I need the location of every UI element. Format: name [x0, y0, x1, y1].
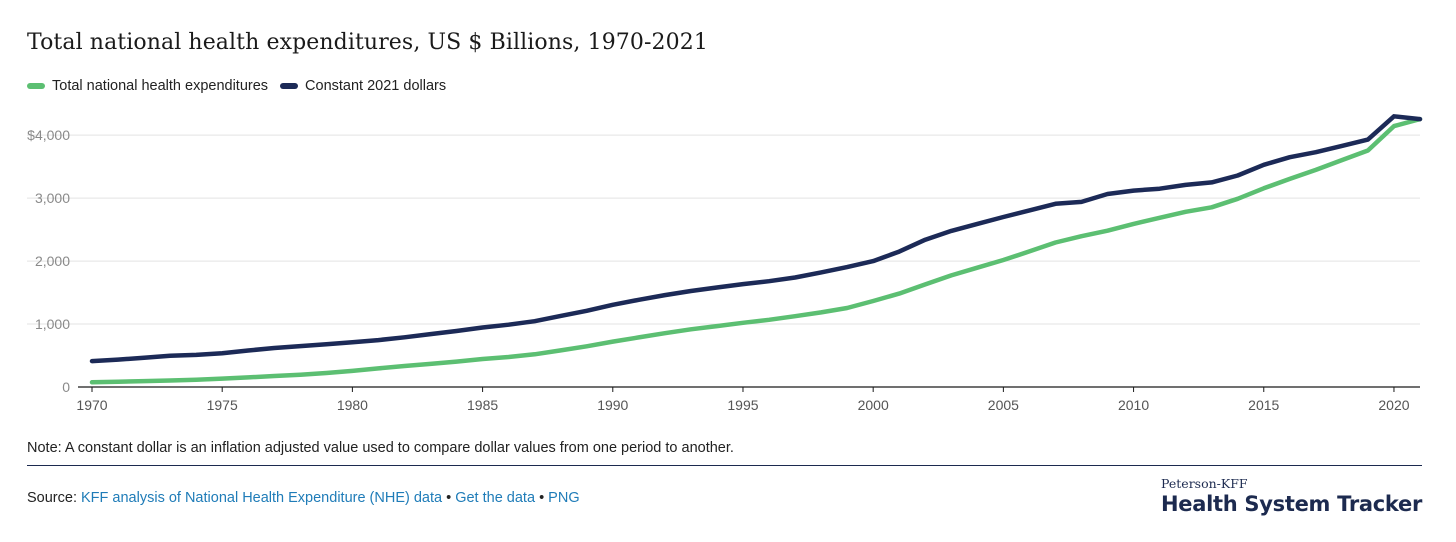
- x-tick-label: 2020: [1378, 397, 1409, 413]
- y-tick-label: $4,000: [27, 127, 70, 143]
- series-line-total: [89, 116, 1423, 385]
- x-tick-label: 1975: [207, 397, 238, 413]
- png-link[interactable]: PNG: [548, 490, 580, 506]
- y-tick-label: 3,000: [35, 190, 70, 206]
- legend-item-total[interactable]: Total national health expenditures: [27, 78, 268, 94]
- brand-top-text: Peterson-KFF: [1161, 476, 1248, 491]
- source-line: Source: KFF analysis of National Health …: [27, 490, 580, 506]
- series-line-constant: [89, 114, 1423, 364]
- x-tick-label: 1985: [467, 397, 498, 413]
- brand-main-text: Health System Tracker: [1161, 492, 1422, 516]
- brand-logo: Peterson-KFF Health System Tracker: [1161, 476, 1422, 516]
- x-tick-label: 2015: [1248, 397, 1279, 413]
- legend-item-constant[interactable]: Constant 2021 dollars: [280, 78, 446, 94]
- source-separator: •: [446, 490, 452, 506]
- line-chart: 0 1,000 2,000 3,000 $4,000 1970 1975 1980 1985 19…: [27, 114, 1423, 413]
- x-tick-label: 2005: [988, 397, 1019, 413]
- legend-label-constant: Constant 2021 dollars: [305, 78, 447, 94]
- chart-note: Note: A constant dollar is an inflation …: [27, 440, 734, 456]
- y-tick-label: 1,000: [35, 316, 70, 332]
- nhe-data-link[interactable]: KFF analysis of National Health Expendit…: [81, 490, 443, 506]
- chart-legend: Total national health expenditures Const…: [27, 78, 458, 94]
- y-tick-label: 0: [62, 379, 70, 395]
- chart-title: Total national health expenditures, US $…: [27, 30, 708, 55]
- legend-swatch-constant: [280, 83, 299, 89]
- x-tick-label: 1970: [76, 397, 107, 413]
- x-tick-label: 1980: [337, 397, 368, 413]
- legend-label-total: Total national health expenditures: [52, 78, 269, 94]
- get-the-data-link[interactable]: Get the data: [455, 490, 536, 506]
- x-tick-label: 2010: [1118, 397, 1149, 413]
- legend-swatch-total: [27, 83, 45, 89]
- source-label: Source:: [27, 490, 77, 506]
- y-tick-label: 2,000: [35, 253, 70, 269]
- footer-divider: [27, 465, 1422, 466]
- x-tick-label: 2000: [858, 397, 889, 413]
- x-tick-label: 1990: [597, 397, 628, 413]
- x-tick-label: 1995: [727, 397, 758, 413]
- source-separator: •: [539, 490, 545, 506]
